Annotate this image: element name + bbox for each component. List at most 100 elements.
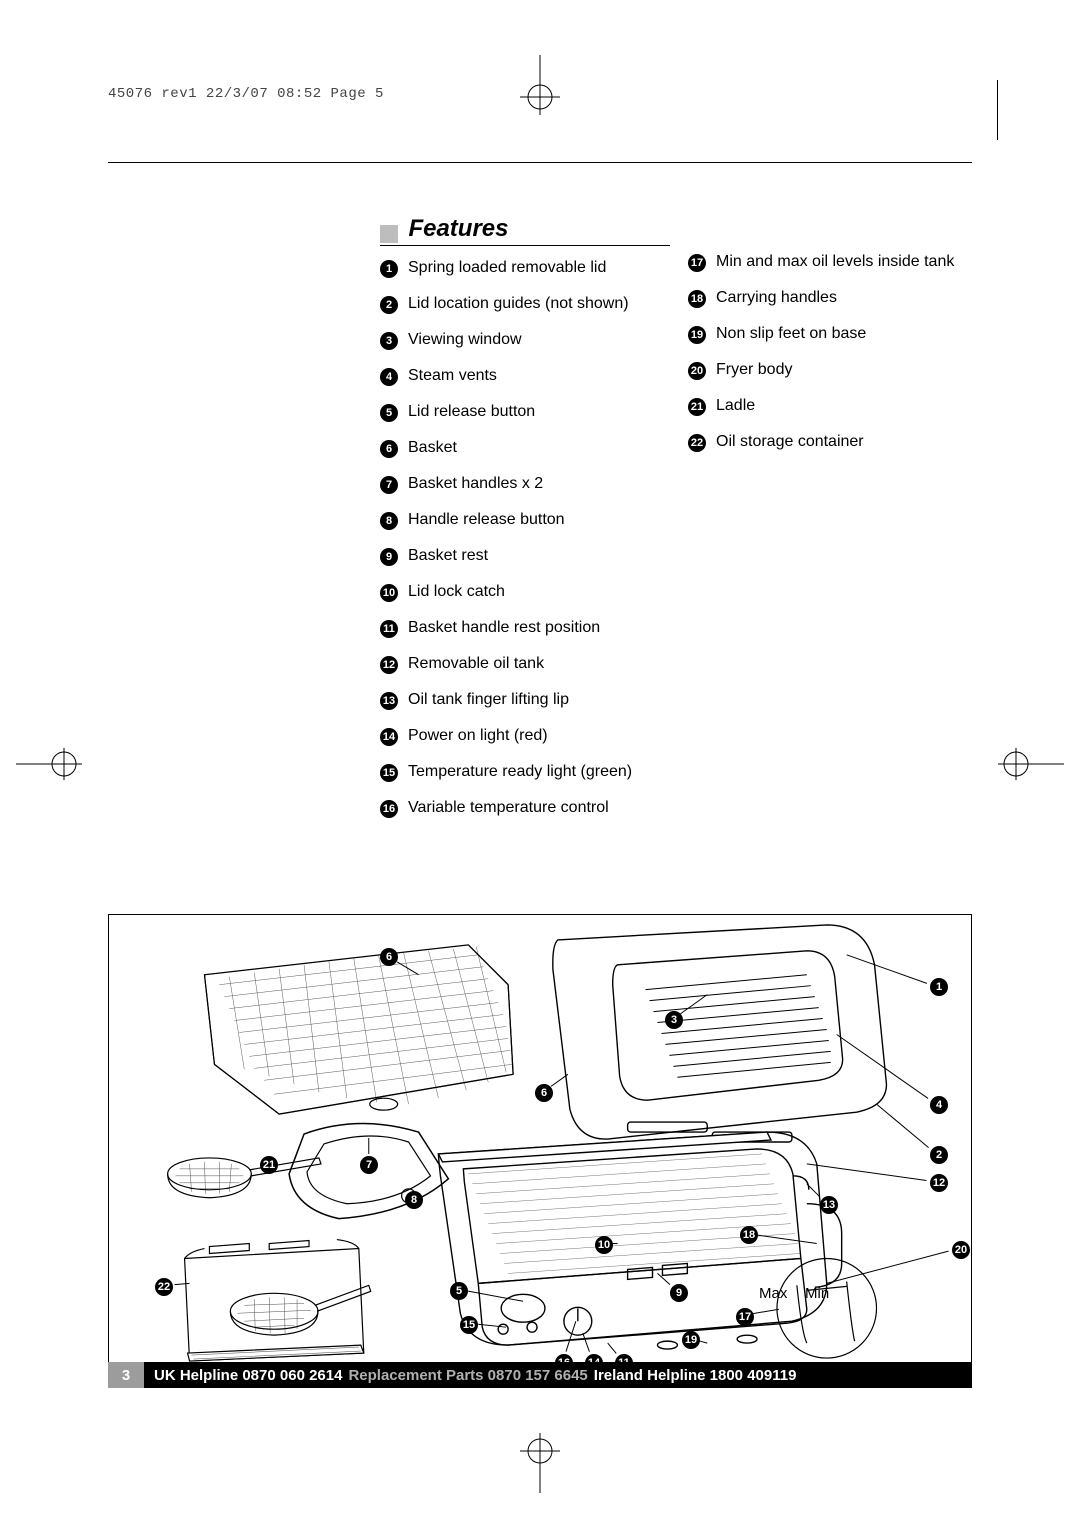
feature-label: Variable temperature control (408, 798, 609, 818)
feature-item: 15 Temperature ready light (green) (380, 762, 670, 782)
diagram-callout: 22 (155, 1278, 173, 1296)
feature-item: 13 Oil tank finger lifting lip (380, 690, 670, 710)
feature-number-badge: 12 (380, 656, 398, 674)
horizontal-rule (108, 162, 972, 163)
feature-label: Spring loaded removable lid (408, 258, 606, 278)
feature-number-badge: 13 (380, 692, 398, 710)
feature-number-badge: 15 (380, 764, 398, 782)
features-section: Features 1Spring loaded removable lid 2 Li… (380, 215, 980, 818)
feature-item: 4 Steam vents (380, 366, 670, 386)
feature-item: 7 Basket handles x 2 (380, 474, 670, 494)
feature-number-badge: 5 (380, 404, 398, 422)
feature-item: 21 Ladle (688, 396, 978, 416)
feature-label: Non slip feet on base (716, 324, 866, 344)
feature-number-badge: 8 (380, 512, 398, 530)
feature-item: 1Spring loaded removable lid (380, 258, 670, 278)
footer-parts: Replacement Parts 0870 157 6645 (348, 1367, 587, 1384)
feature-label: Removable oil tank (408, 654, 544, 674)
feature-column-right: 17Min and max oil levels inside tank 18 Ca… (688, 248, 978, 818)
diagram-callout: 6 (535, 1084, 553, 1102)
registration-mark-left (16, 744, 106, 784)
feature-number-badge: 19 (688, 326, 706, 344)
feature-number-badge: 4 (380, 368, 398, 386)
feature-label: Ladle (716, 396, 755, 416)
footer-uk: UK Helpline 0870 060 2614 (154, 1367, 342, 1384)
feature-item: 17Min and max oil levels inside tank (688, 252, 978, 272)
feature-label: Fryer body (716, 360, 792, 380)
feature-label: Oil storage container (716, 432, 864, 452)
feature-label: Basket handles x 2 (408, 474, 543, 494)
feature-item: 12 Removable oil tank (380, 654, 670, 674)
feature-label: Lid lock catch (408, 582, 505, 602)
feature-label: Temperature ready light (green) (408, 762, 632, 782)
diagram-callout: 4 (930, 1096, 948, 1114)
feature-number-badge: 21 (688, 398, 706, 416)
diagram-callout: 7 (360, 1156, 378, 1174)
page: 45076 rev1 22/3/07 08:52 Page 5 (0, 0, 1080, 1528)
section-heading: Features (380, 215, 670, 246)
feature-item: 5 Lid release button (380, 402, 670, 422)
feature-item: 18 Carrying handles (688, 288, 978, 308)
feature-item: 16 Variable temperature control (380, 798, 670, 818)
feature-number-badge: 3 (380, 332, 398, 350)
feature-label: Steam vents (408, 366, 497, 386)
feature-label: Carrying handles (716, 288, 837, 308)
registration-mark-right (974, 744, 1064, 784)
feature-item: 3 Viewing window (380, 330, 670, 350)
diagram-callout: 18 (740, 1226, 758, 1244)
feature-label: Basket handle rest position (408, 618, 600, 638)
feature-label: Basket (408, 438, 457, 458)
feature-item: 6 Basket (380, 438, 670, 458)
feature-label: Lid location guides (not shown) (408, 294, 629, 314)
diagram-callout: 3 (665, 1011, 683, 1029)
diagram-callout: 1 (930, 978, 948, 996)
max-label: Max (759, 1285, 787, 1302)
feature-number-badge: 22 (688, 434, 706, 452)
features-diagram: Max Min 61364221712813181020225917151916… (108, 914, 972, 1370)
footer-ireland: Ireland Helpline 1800 409119 (594, 1367, 797, 1384)
feature-item: 9 Basket rest (380, 546, 670, 566)
registration-mark-bottom (510, 1433, 570, 1493)
footer-bar: 3 UK Helpline 0870 060 2614 Replacement … (108, 1362, 972, 1388)
registration-mark-top (510, 55, 570, 115)
min-label: Min (805, 1285, 829, 1302)
diagram-callout: 21 (260, 1156, 278, 1174)
feature-item: 2 Lid location guides (not shown) (380, 294, 670, 314)
diagram-callout: 19 (682, 1331, 700, 1349)
page-number: 3 (108, 1362, 144, 1388)
feature-item: 20 Fryer body (688, 360, 978, 380)
diagram-callout: 13 (820, 1196, 838, 1214)
diagram-callout: 20 (952, 1241, 970, 1259)
feature-number-badge: 9 (380, 548, 398, 566)
feature-label: Handle release button (408, 510, 565, 530)
diagram-callout: 2 (930, 1146, 948, 1164)
feature-item: 8 Handle release button (380, 510, 670, 530)
diagram-callout: 8 (405, 1191, 423, 1209)
feature-number-badge: 6 (380, 440, 398, 458)
feature-item: 10 Lid lock catch (380, 582, 670, 602)
feature-number-badge: 20 (688, 362, 706, 380)
feature-number-badge: 2 (380, 296, 398, 314)
diagram-svg (109, 915, 971, 1369)
diagram-callout: 5 (450, 1282, 468, 1300)
feature-number-badge: 18 (688, 290, 706, 308)
feature-number-badge: 16 (380, 800, 398, 818)
feature-item: 14Power on light (red) (380, 726, 670, 746)
footer-text: UK Helpline 0870 060 2614 Replacement Pa… (144, 1362, 972, 1388)
feature-label: Oil tank finger lifting lip (408, 690, 569, 710)
feature-column-left: 1Spring loaded removable lid 2 Lid locatio… (380, 248, 670, 818)
trim-bar (997, 80, 998, 140)
diagram-callout: 6 (380, 948, 398, 966)
feature-label: Lid release button (408, 402, 535, 422)
feature-label: Viewing window (408, 330, 522, 350)
diagram-callout: 9 (670, 1284, 688, 1302)
feature-number-badge: 10 (380, 584, 398, 602)
feature-label: Power on light (red) (408, 726, 548, 746)
feature-label: Min and max oil levels inside tank (716, 252, 954, 272)
feature-item: 11Basket handle rest position (380, 618, 670, 638)
feature-number-badge: 7 (380, 476, 398, 494)
feature-item: 19 Non slip feet on base (688, 324, 978, 344)
feature-label: Basket rest (408, 546, 488, 566)
header-meta: 45076 rev1 22/3/07 08:52 Page 5 (108, 86, 384, 102)
diagram-callout: 17 (736, 1308, 754, 1326)
